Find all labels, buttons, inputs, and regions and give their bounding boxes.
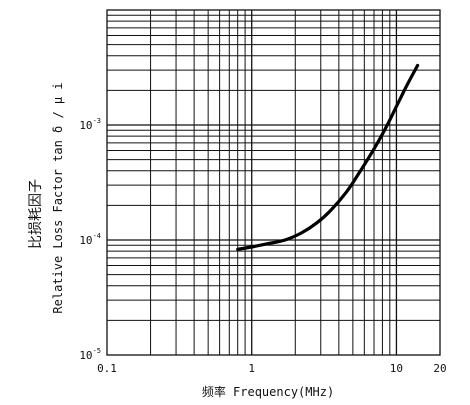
y-axis-label-en: Relative Loss Factor tan δ / μ i	[51, 82, 65, 313]
y-tick-label: 10-5	[79, 347, 101, 362]
y-tick-labels: 10-5 10-4 10-3	[79, 117, 101, 362]
y-tick-label: 10-3	[79, 117, 101, 132]
vertical-gridlines	[150, 10, 398, 355]
y-axis-label-cn: 比损耗因子	[28, 179, 44, 249]
y-tick-label: 10-4	[79, 232, 101, 247]
y-axis-label: Relative Loss Factor tan δ / μ i	[51, 82, 65, 313]
x-tick-label: 0.1	[97, 362, 117, 375]
x-tick-label: 10	[390, 362, 403, 375]
x-tick-label: 1	[248, 362, 255, 375]
x-tick-label: 20	[433, 362, 446, 375]
y-axis-label-cn-group: 比损耗因子	[28, 179, 44, 249]
x-axis-label: 频率 Frequency(MHz)	[202, 384, 334, 399]
series-line	[236, 63, 420, 251]
plot-frame	[106, 9, 441, 356]
horizontal-gridlines	[107, 14, 440, 321]
x-tick-labels: 0.1 1 10 20	[97, 362, 447, 375]
